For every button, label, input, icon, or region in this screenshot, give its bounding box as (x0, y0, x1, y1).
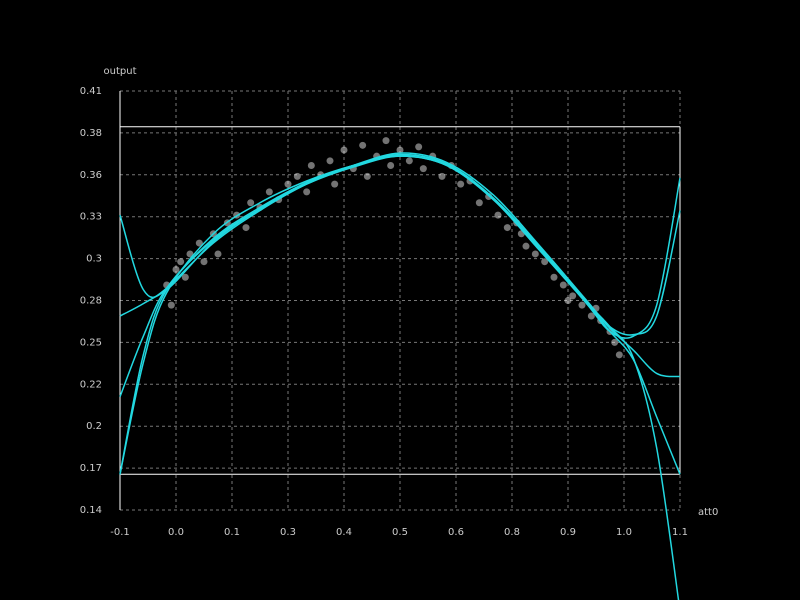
point (405, 157, 413, 165)
x-tick-label: 0.8 (504, 527, 520, 538)
x-tick-label: 1.0 (616, 527, 632, 538)
fit-curve (119, 152, 681, 336)
point (340, 146, 348, 154)
point (172, 265, 180, 273)
point (195, 239, 203, 247)
point (494, 211, 502, 219)
y-tick-label: 0.22 (80, 379, 102, 390)
x-tick-label: 0.6 (448, 527, 464, 538)
point (615, 351, 623, 359)
point (200, 258, 208, 266)
x-tick-label: 0.9 (560, 527, 576, 538)
point (303, 188, 311, 196)
point (359, 141, 367, 149)
y-tick-label: 0.41 (80, 86, 102, 97)
y-tick-label: 0.28 (80, 296, 102, 307)
point (503, 224, 511, 232)
point (214, 250, 222, 258)
point (578, 301, 586, 309)
x-tick-label: 0.4 (336, 527, 352, 538)
point (550, 273, 558, 281)
y-tick-label: 0.14 (80, 505, 102, 516)
x-tick-label: 0.1 (224, 527, 240, 538)
point (181, 273, 189, 281)
x-tick-label: -0.1 (110, 527, 130, 538)
point (363, 172, 371, 180)
point (242, 224, 250, 232)
point (265, 188, 273, 196)
point (475, 199, 483, 207)
point (419, 165, 427, 173)
point (293, 172, 301, 180)
point (247, 199, 255, 207)
point (177, 258, 185, 266)
point (167, 301, 175, 309)
point (331, 180, 339, 188)
x-tick-label: 0.0 (168, 527, 184, 538)
point (522, 242, 530, 250)
y-tick-label: 0.17 (80, 463, 102, 474)
point (611, 338, 619, 346)
fit-curve (119, 155, 680, 600)
y-tick-label: 0.33 (80, 212, 102, 223)
y-tick-label: 0.36 (80, 170, 102, 181)
x-tick-label: 0.5 (392, 527, 408, 538)
point (284, 180, 292, 188)
y-axis-label: output (104, 66, 137, 77)
point (387, 161, 395, 169)
point (438, 172, 446, 180)
y-tick-label: 0.3 (86, 254, 102, 265)
point (569, 292, 577, 300)
point (396, 146, 404, 154)
point (531, 250, 539, 258)
y-tick-label: 0.2 (86, 421, 102, 432)
fit-curve (119, 153, 681, 397)
point (564, 297, 572, 304)
point (457, 180, 465, 188)
point (559, 281, 567, 289)
point (382, 137, 390, 145)
y-tick-label: 0.38 (80, 128, 102, 139)
x-axis-label: att0 (698, 507, 718, 518)
point (307, 161, 315, 169)
point (415, 143, 423, 151)
x-tick-label: 0.3 (280, 527, 296, 538)
y-tick-label: 0.25 (80, 337, 102, 348)
point (541, 258, 549, 266)
x-tick-label: 1.1 (672, 527, 688, 538)
point (326, 157, 334, 165)
point (587, 312, 595, 320)
